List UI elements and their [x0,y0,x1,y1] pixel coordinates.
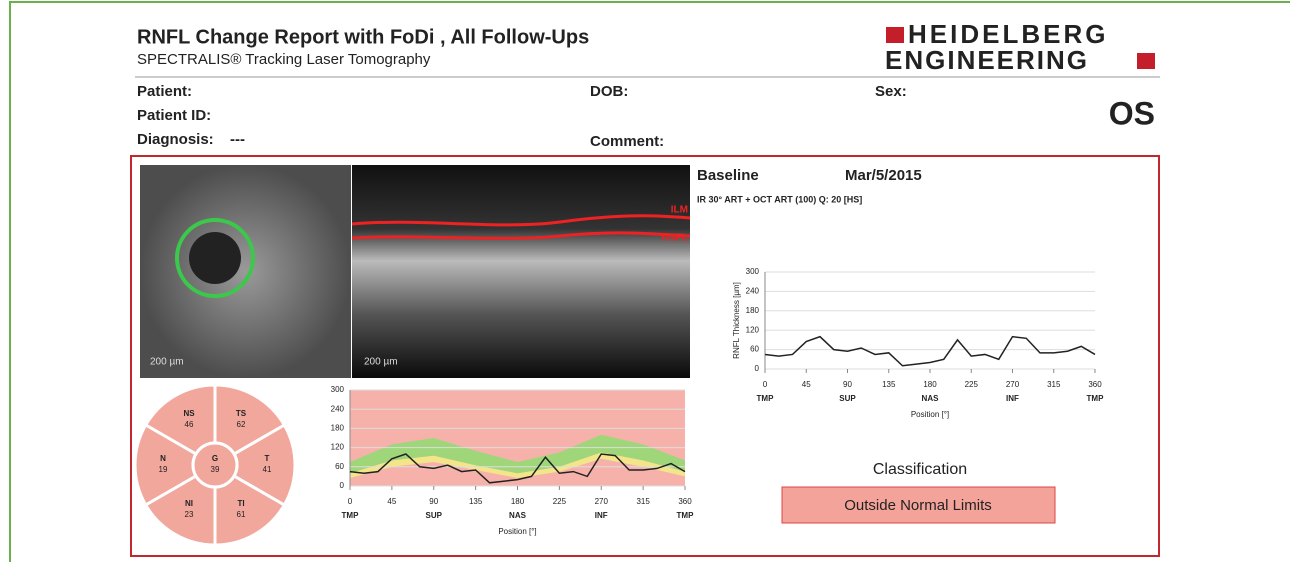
y-tick-label: 60 [750,345,759,354]
thickness-line [765,337,1095,366]
fundus-image [140,165,351,378]
label: Sex: [875,83,907,100]
y-tick-label: 180 [331,424,345,433]
sector-value: 39 [211,465,220,474]
logo-mark [886,27,904,43]
region-label: TMP [342,511,360,520]
y-tick-label: 0 [340,481,345,490]
x-tick-label: 90 [429,497,438,506]
label: Diagnosis: [137,131,214,148]
y-tick-label: 300 [331,385,345,394]
eye: OS [1109,95,1155,131]
y-tick-label: 120 [746,325,760,334]
x-tick-label: 360 [1088,380,1102,389]
oct-image [352,165,690,378]
x-tick-label: 0 [763,380,768,389]
logo-mark [1137,53,1155,69]
region-label: SUP [426,511,443,520]
sector-label: NI [185,499,193,508]
layer-label: ILM [671,205,688,216]
y-tick-label: 240 [331,404,345,413]
optic-disc [189,232,241,284]
x-tick-label: 0 [348,497,353,506]
x-tick-label: 45 [387,497,396,506]
x-tick-label: 180 [923,380,937,389]
sector-label: NS [183,409,195,418]
label: Comment: [590,133,664,150]
page: {"header":{"title":"RNFL Change Report w… [0,0,1290,562]
y-tick-label: 240 [746,287,760,296]
label: Patient: [137,83,192,100]
region-label: NAS [509,511,527,520]
sector-value: 19 [159,465,168,474]
x-tick-label: 45 [802,380,811,389]
x-axis-title: Position [°] [911,410,949,419]
sector-value: 41 [263,465,272,474]
y-tick-label: 60 [335,462,344,471]
sector-label: G [212,454,218,463]
x-tick-label: 135 [882,380,896,389]
sector-value: 46 [185,420,194,429]
subtitle: SPECTRALIS® Tracking Laser Tomography [137,51,431,68]
y-tick-label: 0 [755,364,760,373]
region-label: INF [1006,394,1019,403]
x-tick-label: 270 [595,497,609,506]
x-tick-label: 90 [843,380,852,389]
x-axis-title: Position [°] [498,527,536,536]
sector-value: 62 [237,420,246,429]
report: RNFL Change Report with FoDi , All Follo… [0,0,1290,562]
date: Mar/5/2015 [845,167,922,184]
scale: 200 µm [150,357,184,368]
scale: 200 µm [364,357,398,368]
title: RNFL Change Report with FoDi , All Follo… [137,26,589,48]
region-label: SUP [839,394,856,403]
sector-value: 61 [237,510,246,519]
x-tick-label: 360 [678,497,692,506]
region-label: TMP [677,511,695,520]
x-tick-label: 225 [965,380,979,389]
label: DOB: [590,83,628,100]
sector-label: N [160,454,166,463]
x-tick-label: 135 [469,497,483,506]
x-tick-label: 225 [553,497,567,506]
region-label: INF [595,511,608,520]
value: --- [230,131,245,148]
sector-label: T [265,454,270,463]
y-axis-title: RNFL Thickness [µm] [732,282,741,359]
region-label: TMP [757,394,775,403]
region-label: NAS [922,394,940,403]
sector-label: TI [237,499,244,508]
settings: IR 30° ART + OCT ART (100) Q: 20 [HS] [697,194,862,204]
x-tick-label: 315 [636,497,650,506]
x-tick-label: 270 [1006,380,1020,389]
y-tick-label: 300 [746,267,760,276]
label: Baseline [697,167,759,184]
label: Patient ID: [137,107,211,124]
x-tick-label: 180 [511,497,525,506]
logo: ENGINEERING [885,45,1089,75]
sector-value: 23 [185,510,194,519]
sector-label: TS [236,409,247,418]
x-tick-label: 315 [1047,380,1061,389]
classification-result: Outside Normal Limits [844,497,992,514]
layer-label: RNFL [661,233,688,244]
y-tick-label: 120 [331,443,345,452]
classification-title: Classification [873,461,967,478]
region-label: TMP [1087,394,1105,403]
y-tick-label: 180 [746,306,760,315]
